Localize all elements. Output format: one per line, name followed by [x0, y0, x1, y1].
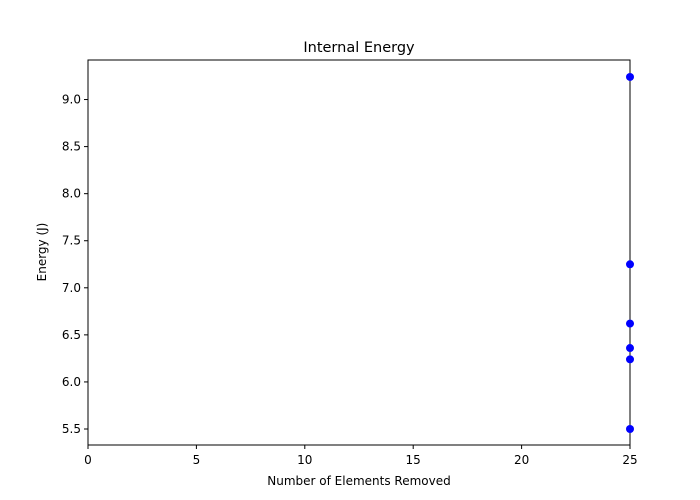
data-points	[626, 72, 634, 433]
x-axis: 0 5 10 15 20 25	[84, 445, 638, 467]
x-tick-label: 25	[622, 453, 637, 467]
x-tick-label: 20	[514, 453, 529, 467]
x-tick-label: 10	[297, 453, 312, 467]
y-tick-label: 5.5	[62, 422, 81, 436]
chart-title: Internal Energy	[303, 40, 415, 56]
y-tick-label: 9.0	[62, 93, 81, 107]
y-tick-label: 7.5	[62, 234, 81, 248]
plot-border	[87, 59, 631, 446]
data-point	[626, 424, 634, 433]
x-tick-label: 0	[84, 453, 92, 467]
data-point	[626, 260, 634, 269]
data-point	[626, 355, 634, 364]
y-axis-label: Energy (J)	[35, 223, 49, 282]
y-tick-label: 7.0	[62, 281, 81, 295]
y-tick-label: 8.0	[62, 187, 81, 201]
y-axis: 5.5 6.0 6.5 7.0 7.5 8.0 8.5 9.0	[62, 93, 88, 436]
data-point	[626, 72, 634, 81]
x-axis-label: Number of Elements Removed	[267, 474, 450, 488]
y-tick-label: 6.5	[62, 328, 81, 342]
data-point	[626, 344, 634, 353]
x-tick-label: 5	[193, 453, 201, 467]
y-tick-label: 8.5	[62, 140, 81, 154]
data-point	[626, 319, 634, 328]
x-tick-label: 15	[406, 453, 421, 467]
y-tick-label: 6.0	[62, 375, 81, 389]
axes-frame	[87, 59, 631, 446]
